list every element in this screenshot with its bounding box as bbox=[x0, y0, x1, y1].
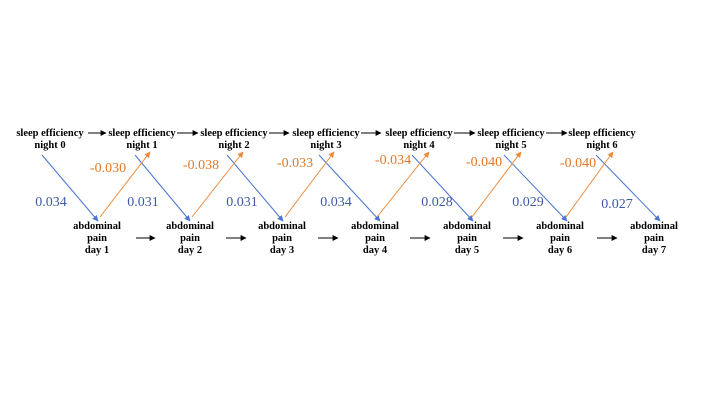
pain-to-sleep-coefficient: -0.030 bbox=[90, 161, 126, 176]
pain-node-label-line2: pain bbox=[457, 233, 477, 244]
pain-node-label-line1: abdominal bbox=[166, 221, 214, 232]
sleep-node-label-line1: sleep efficiency bbox=[385, 128, 453, 139]
pain-node-label-line2: pain bbox=[272, 233, 292, 244]
pain-node-label-line1: abdominal bbox=[443, 221, 491, 232]
pain-node-label-line1: abdominal bbox=[536, 221, 584, 232]
sleep-to-pain-arrow-6 bbox=[595, 154, 661, 222]
pain-node-label-line3: day 1 bbox=[85, 245, 109, 256]
pain-to-sleep-coefficient: -0.033 bbox=[277, 156, 313, 171]
pain-to-sleep-coefficient: -0.040 bbox=[560, 156, 596, 171]
pain-node-label-line2: pain bbox=[644, 233, 664, 244]
sleep-to-pain-coefficient: 0.029 bbox=[512, 195, 544, 210]
pain-node-label-line1: abdominal bbox=[258, 221, 306, 232]
sleep-node-label-line2: night 5 bbox=[495, 140, 526, 151]
sleep-node-label-line2: night 3 bbox=[310, 140, 341, 151]
pain-node-label-line3: day 3 bbox=[270, 245, 294, 256]
sleep-to-pain-coefficient: 0.031 bbox=[127, 195, 159, 210]
sleep-to-pain-arrow-3 bbox=[318, 154, 381, 222]
pain-node-label-line1: abdominal bbox=[351, 221, 399, 232]
sleep-to-pain-coefficient: 0.034 bbox=[35, 195, 67, 210]
pain-to-sleep-arrow-4 bbox=[376, 151, 430, 218]
sleep-to-pain-arrow-4 bbox=[411, 154, 474, 222]
sleep-node-label-line2: night 4 bbox=[403, 140, 435, 151]
pain-node-label-line1: abdominal bbox=[73, 221, 121, 232]
pain-to-sleep-coefficient: -0.040 bbox=[466, 155, 502, 170]
edges-layer bbox=[41, 130, 661, 241]
sleep-node-label-line2: night 1 bbox=[126, 140, 157, 151]
sleep-to-pain-arrow-2 bbox=[226, 154, 284, 222]
pain-to-sleep-coefficient: -0.038 bbox=[183, 158, 219, 173]
sleep-to-pain-coefficient: 0.034 bbox=[320, 195, 352, 210]
sleep-to-pain-coefficient: 0.027 bbox=[601, 197, 633, 212]
sleep-node-label-line1: sleep efficiency bbox=[568, 128, 636, 139]
sleep-node-label-line2: night 0 bbox=[34, 140, 65, 151]
sleep-node-label-line2: night 2 bbox=[218, 140, 249, 151]
pain-to-sleep-arrow-6 bbox=[565, 151, 614, 218]
pain-node-label-line3: day 7 bbox=[642, 245, 666, 256]
pain-to-sleep-coefficient: -0.034 bbox=[375, 153, 411, 168]
pain-node-label-line2: pain bbox=[365, 233, 385, 244]
sleep-node-label-line1: sleep efficiency bbox=[16, 128, 84, 139]
pain-node-label-line3: day 2 bbox=[178, 245, 202, 256]
pain-node-label-line3: day 5 bbox=[455, 245, 479, 256]
sleep-to-pain-arrow-5 bbox=[503, 154, 568, 222]
pain-to-sleep-arrow-1 bbox=[99, 151, 151, 218]
pain-node-label-line3: day 6 bbox=[548, 245, 572, 256]
sleep-to-pain-coefficient: 0.031 bbox=[226, 195, 258, 210]
sleep-node-label-line2: night 6 bbox=[586, 140, 617, 151]
sleep-node-label-line1: sleep efficiency bbox=[292, 128, 360, 139]
sleep-to-pain-coefficient: 0.028 bbox=[421, 195, 453, 210]
pain-node-label-line2: pain bbox=[550, 233, 570, 244]
sleep-node-label-line1: sleep efficiency bbox=[477, 128, 545, 139]
sleep-to-pain-arrow-1 bbox=[134, 154, 191, 222]
pain-node-label-line2: pain bbox=[87, 233, 107, 244]
pain-node-label-line2: pain bbox=[180, 233, 200, 244]
pain-to-sleep-arrow-5 bbox=[471, 151, 522, 218]
sleep-node-label-line1: sleep efficiency bbox=[108, 128, 176, 139]
pain-to-sleep-arrow-3 bbox=[284, 151, 335, 218]
coefficients-layer: 0.034 0.031 0.031 0.034 0.028 0.029 0.027 -0.03… bbox=[35, 153, 633, 212]
pain-to-sleep-arrow-2 bbox=[191, 151, 244, 218]
sleep-node-label-line1: sleep efficiency bbox=[200, 128, 268, 139]
pain-node-label-line3: day 4 bbox=[363, 245, 388, 256]
sleep-to-pain-arrow-0 bbox=[41, 154, 99, 222]
pain-node-label-line1: abdominal bbox=[630, 221, 678, 232]
